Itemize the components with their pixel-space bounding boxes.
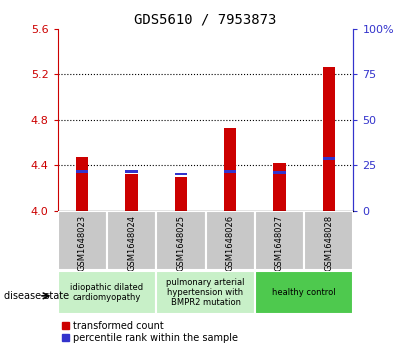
FancyBboxPatch shape (58, 211, 107, 270)
Bar (175, 177, 187, 211)
Bar (58, 271, 156, 314)
Bar (323, 157, 335, 160)
FancyBboxPatch shape (156, 211, 206, 270)
Text: idiopathic dilated
cardiomyopathy: idiopathic dilated cardiomyopathy (70, 283, 143, 302)
Text: GSM1648028: GSM1648028 (324, 215, 333, 272)
FancyBboxPatch shape (107, 211, 156, 270)
Bar (224, 170, 236, 172)
Bar (76, 157, 88, 211)
Text: GSM1648024: GSM1648024 (127, 215, 136, 271)
Bar (76, 170, 88, 172)
Legend: transformed count, percentile rank within the sample: transformed count, percentile rank withi… (62, 321, 238, 343)
Text: disease state: disease state (4, 291, 69, 301)
Text: GSM1648027: GSM1648027 (275, 215, 284, 272)
Text: pulmonary arterial
hypertension with
BMPR2 mutation: pulmonary arterial hypertension with BMP… (166, 278, 245, 307)
Text: GSM1648026: GSM1648026 (226, 215, 235, 272)
Bar (273, 163, 286, 211)
Bar (125, 174, 138, 211)
Bar (224, 128, 236, 211)
Text: healthy control: healthy control (272, 288, 336, 297)
Bar (156, 271, 255, 314)
FancyBboxPatch shape (206, 211, 255, 270)
Bar (273, 171, 286, 174)
FancyBboxPatch shape (255, 211, 304, 270)
Text: GSM1648025: GSM1648025 (176, 215, 185, 271)
Text: GDS5610 / 7953873: GDS5610 / 7953873 (134, 13, 277, 27)
Bar (255, 271, 353, 314)
Bar (323, 67, 335, 211)
FancyBboxPatch shape (304, 211, 353, 270)
Text: GSM1648023: GSM1648023 (78, 215, 87, 272)
Bar (175, 172, 187, 175)
Bar (125, 170, 138, 172)
